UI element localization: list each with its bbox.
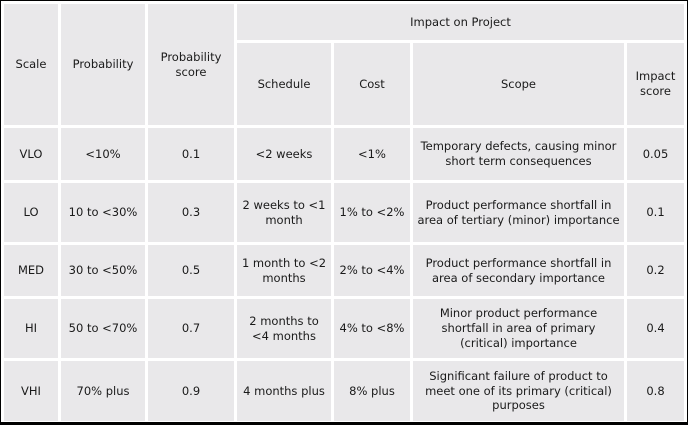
- header-scope: Scope: [413, 43, 624, 125]
- cell-scope: Minor product performance shortfall in a…: [413, 299, 624, 358]
- cell-probability-score: 0.1: [148, 128, 234, 180]
- header-row-top: Scale Probability Probability score Impa…: [4, 4, 685, 125]
- cell-scale: VLO: [4, 128, 58, 180]
- header-row-sub: Schedule Cost Scope Impact score: [4, 43, 685, 125]
- cell-impact-score: 0.1: [627, 183, 685, 242]
- cell-cost: <1%: [334, 128, 410, 180]
- cell-impact-score: 0.2: [627, 245, 685, 296]
- cell-scale: VHI: [4, 361, 58, 421]
- cell-probability: <10%: [61, 128, 145, 180]
- table-row-hi: HI 50 to <70% 0.7 2 months to <4 months …: [4, 299, 685, 358]
- cell-schedule: 4 months plus: [237, 361, 331, 421]
- table-row-lo: LO 10 to <30% 0.3 2 weeks to <1 month 1%…: [4, 183, 685, 242]
- cell-probability: 70% plus: [61, 361, 145, 421]
- cell-impact-score: 0.4: [627, 299, 685, 358]
- cell-impact-score: 0.05: [627, 128, 685, 180]
- cell-probability-score: 0.3: [148, 183, 234, 242]
- header-impact-score: Impact score: [627, 43, 685, 125]
- cell-scope: Product performance shortfall in area of…: [413, 245, 624, 296]
- cell-impact-score: 0.8: [627, 361, 685, 421]
- table-row-med: MED 30 to <50% 0.5 1 month to <2 months …: [4, 245, 685, 296]
- cell-probability: 30 to <50%: [61, 245, 145, 296]
- cell-scope: Significant failure of product to meet o…: [413, 361, 624, 421]
- header-probability: Probability: [61, 4, 145, 125]
- cell-probability: 10 to <30%: [61, 183, 145, 242]
- table-row-vhi: VHI 70% plus 0.9 4 months plus 8% plus S…: [4, 361, 685, 421]
- cell-probability-score: 0.9: [148, 361, 234, 421]
- cell-probability: 50 to <70%: [61, 299, 145, 358]
- cell-probability-score: 0.7: [148, 299, 234, 358]
- header-probability-score: Probability score: [148, 4, 234, 125]
- header-impact-on-project: Impact on Project: [237, 4, 685, 40]
- cell-cost: 2% to <4%: [334, 245, 410, 296]
- cell-probability-score: 0.5: [148, 245, 234, 296]
- cell-scale: LO: [4, 183, 58, 242]
- cell-scope: Temporary defects, causing minor short t…: [413, 128, 624, 180]
- cell-cost: 4% to <8%: [334, 299, 410, 358]
- cell-scale: HI: [4, 299, 58, 358]
- cell-schedule: 2 weeks to <1 month: [237, 183, 331, 242]
- cell-scope: Product performance shortfall in area of…: [413, 183, 624, 242]
- header-cost: Cost: [334, 43, 410, 125]
- cell-schedule: <2 weeks: [237, 128, 331, 180]
- table-row-vlo: VLO <10% 0.1 <2 weeks <1% Temporary defe…: [4, 128, 685, 180]
- cell-cost: 8% plus: [334, 361, 410, 421]
- cell-scale: MED: [4, 245, 58, 296]
- header-scale: Scale: [4, 4, 58, 125]
- cell-schedule: 1 month to <2 months: [237, 245, 331, 296]
- cell-schedule: 2 months to <4 months: [237, 299, 331, 358]
- cell-cost: 1% to <2%: [334, 183, 410, 242]
- header-schedule: Schedule: [237, 43, 331, 125]
